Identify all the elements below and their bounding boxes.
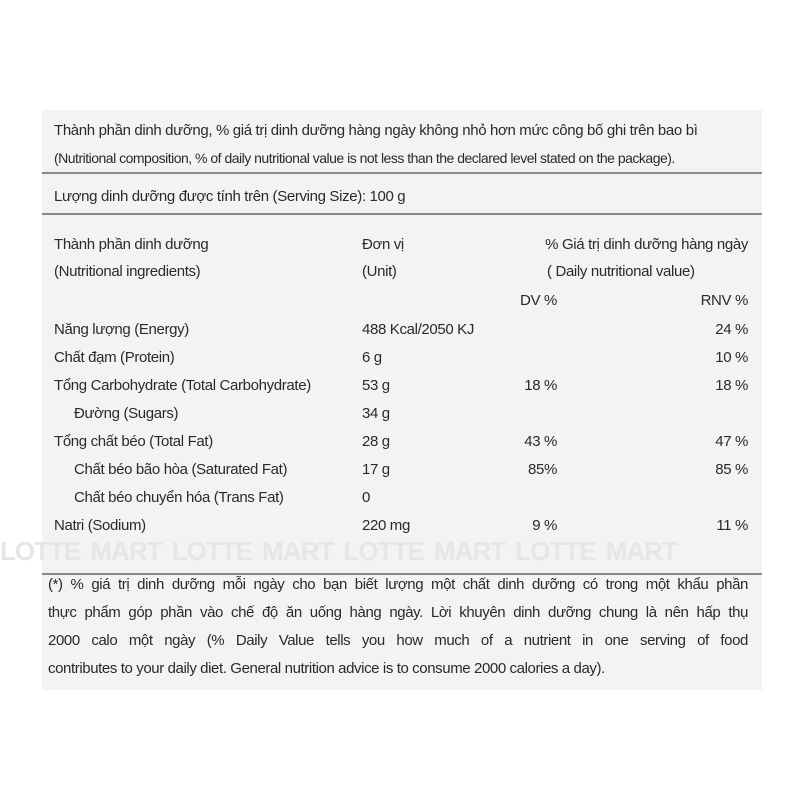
nutrient-unit: 220 mg bbox=[362, 517, 410, 534]
nutrient-dv: 9 % bbox=[532, 517, 557, 534]
nutrient-unit: 34 g bbox=[362, 405, 390, 422]
intro-line-2: (Nutritional composition, % of daily nut… bbox=[54, 150, 675, 166]
nutrient-name: Chất đạm (Protein) bbox=[54, 349, 175, 366]
header-daily-en: ( Daily nutritional value) bbox=[547, 263, 695, 280]
nutrient-rnv: 47 % bbox=[715, 433, 748, 450]
nutrient-unit: 17 g bbox=[362, 461, 390, 478]
intro-line-1: Thành phần dinh dưỡng, % giá trị dinh dư… bbox=[54, 122, 698, 139]
watermark-lotte-mart: LOTTE MART LOTTE MART LOTTE MART LOTTE M… bbox=[0, 536, 678, 566]
header-unit-en: (Unit) bbox=[362, 263, 397, 280]
nutrient-unit: 28 g bbox=[362, 433, 390, 450]
divider bbox=[42, 573, 762, 575]
nutrient-rnv: 10 % bbox=[715, 349, 748, 366]
footnote-line: thực phẩm góp phần vào chế độ ăn uống hà… bbox=[48, 604, 748, 621]
nutrient-rnv: 85 % bbox=[715, 461, 748, 478]
nutrient-unit: 53 g bbox=[362, 377, 390, 394]
nutrient-name: Năng lượng (Energy) bbox=[54, 321, 189, 338]
nutrient-dv: 18 % bbox=[524, 377, 557, 394]
header-daily-vi: % Giá trị dinh dưỡng hàng ngày bbox=[545, 236, 748, 253]
nutrient-name: Đường (Sugars) bbox=[74, 405, 179, 422]
nutrient-name: Chất béo chuyển hóa (Trans Fat) bbox=[74, 489, 284, 506]
nutrient-unit: 6 g bbox=[362, 349, 382, 366]
nutrient-name: Natri (Sodium) bbox=[54, 517, 146, 534]
nutrient-name: Tổng Carbohydrate (Total Carbohydrate) bbox=[54, 377, 311, 394]
nutrient-unit: 0 bbox=[362, 489, 370, 506]
header-ingredient-en: (Nutritional ingredients) bbox=[54, 263, 201, 280]
nutrient-name: Tổng chất béo (Total Fat) bbox=[54, 433, 213, 450]
header-unit-vi: Đơn vị bbox=[362, 236, 404, 253]
header-dv: DV % bbox=[520, 292, 557, 309]
nutrient-rnv: 11 % bbox=[716, 517, 748, 534]
nutrition-panel bbox=[42, 110, 762, 690]
footnote-line: 2000 calo một ngày (% Daily Value tells … bbox=[48, 632, 748, 649]
nutrient-dv: 85% bbox=[528, 461, 557, 478]
footnote-line: (*) % giá trị dinh dưỡng mỗi ngày cho bạ… bbox=[48, 576, 748, 593]
nutrient-name: Chất béo bão hòa (Saturated Fat) bbox=[74, 461, 288, 478]
nutrient-rnv: 24 % bbox=[715, 321, 748, 338]
nutrient-unit: 488 Kcal/2050 KJ bbox=[362, 321, 474, 338]
serving-size: Lượng dinh dưỡng được tính trên (Serving… bbox=[54, 188, 406, 205]
divider bbox=[42, 213, 762, 215]
divider bbox=[42, 172, 762, 174]
header-rnv: RNV % bbox=[700, 292, 749, 309]
nutrient-rnv: 18 % bbox=[715, 377, 748, 394]
header-ingredient-vi: Thành phần dinh dưỡng bbox=[54, 236, 209, 253]
footnote-line: contributes to your daily diet. General … bbox=[48, 660, 605, 677]
nutrient-dv: 43 % bbox=[524, 433, 557, 450]
